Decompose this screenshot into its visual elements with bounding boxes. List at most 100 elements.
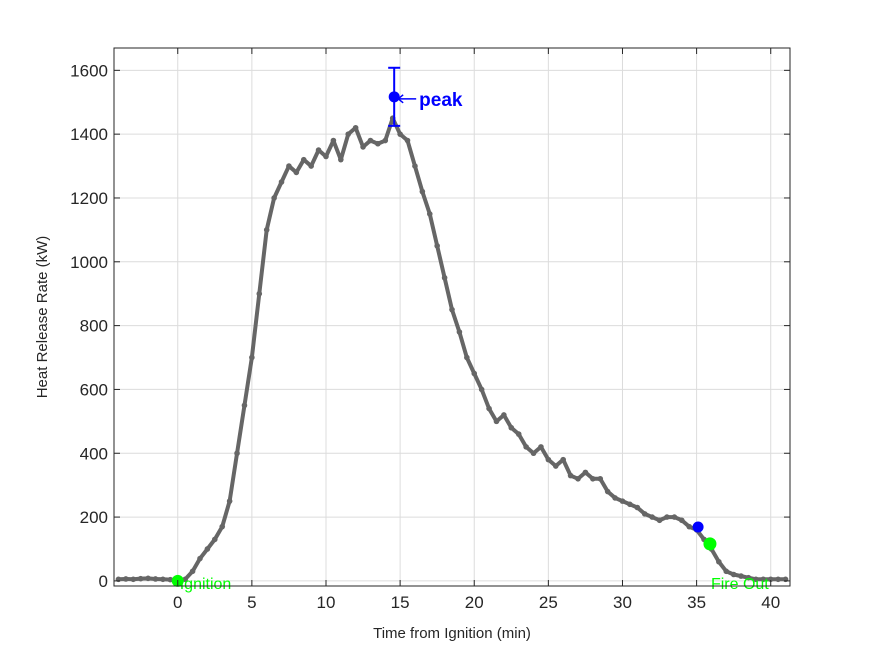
data-point — [649, 514, 655, 520]
data-point — [775, 576, 781, 583]
data-point — [678, 517, 685, 524]
data-point — [204, 546, 211, 552]
data-point — [323, 153, 329, 160]
data-point — [508, 424, 515, 431]
data-point — [256, 290, 263, 297]
data-point — [686, 523, 692, 530]
data-point — [478, 386, 485, 393]
data-point — [671, 514, 678, 520]
series-hrr — [115, 115, 789, 584]
data-point — [434, 243, 440, 249]
peak-marker — [388, 91, 400, 103]
data-point — [300, 156, 307, 163]
data-point — [271, 195, 277, 201]
data-point — [597, 475, 604, 482]
data-point — [493, 418, 500, 425]
x-tick-label: 25 — [539, 593, 558, 612]
data-point — [486, 405, 492, 412]
data-point — [641, 511, 648, 517]
data-point — [523, 444, 529, 450]
ticks: 0 5 10 15 20 25 30 35 40020040060080010001200140… — [70, 48, 790, 612]
data-point — [212, 536, 218, 543]
data-point — [397, 131, 403, 137]
data-point — [338, 156, 344, 163]
data-point — [456, 329, 463, 335]
data-point — [123, 576, 129, 582]
data-point — [745, 574, 752, 581]
data-point — [753, 576, 759, 583]
fire-out-label: Fire Out — [711, 576, 769, 593]
data-point — [501, 412, 507, 418]
data-point — [249, 354, 255, 361]
data-point — [167, 576, 174, 583]
data-point — [716, 558, 722, 565]
y-tick-label: 1200 — [70, 189, 108, 208]
data-point — [567, 472, 574, 479]
data-point — [545, 456, 552, 463]
data-point — [738, 573, 744, 579]
axes-box — [113, 47, 791, 587]
y-tick-label: 1400 — [70, 125, 108, 144]
data-point — [404, 137, 411, 144]
data-point — [145, 575, 151, 582]
data-point — [352, 124, 359, 131]
x-tick-label: 0 — [173, 593, 182, 612]
data-point — [604, 488, 611, 495]
data-point — [189, 568, 196, 575]
data-point — [656, 517, 663, 524]
data-point — [219, 523, 226, 530]
data-point — [530, 450, 537, 457]
fire-out-marker — [703, 537, 717, 551]
x-tick-label: 30 — [613, 593, 632, 612]
data-point — [160, 576, 166, 583]
x-tick-label: 40 — [761, 593, 780, 612]
x-tick-label: 35 — [687, 593, 706, 612]
data-point — [375, 140, 381, 147]
y-tick-label: 600 — [80, 380, 108, 399]
data-point — [226, 498, 233, 504]
y-tick-label: 200 — [80, 508, 108, 527]
data-point — [360, 144, 366, 150]
data-point — [560, 456, 566, 463]
data-point — [315, 147, 322, 153]
y-axis-label: Heat Release Rate (kW) — [34, 236, 51, 399]
x-axis-label: Time from Ignition (min) — [373, 625, 531, 642]
data-point — [538, 444, 544, 450]
annotations: peak Ignition Fire Out — [171, 66, 769, 593]
plot-area — [114, 48, 790, 586]
data-point — [634, 504, 641, 511]
data-point — [152, 576, 159, 582]
x-tick-label: 5 — [247, 593, 256, 612]
data-point — [308, 163, 314, 169]
data-point — [723, 568, 730, 575]
x-tick-label: 20 — [465, 593, 484, 612]
data-point — [449, 306, 455, 313]
data-point — [760, 576, 767, 583]
data-point — [197, 555, 203, 562]
y-tick-label: 400 — [80, 444, 108, 463]
data-point — [590, 475, 596, 482]
y-tick-label: 800 — [80, 317, 108, 336]
peak-arrow-head — [397, 94, 404, 104]
data-point — [552, 463, 559, 469]
ignition-label: Ignition — [180, 576, 232, 593]
data-point — [627, 501, 633, 508]
data-point — [730, 571, 737, 578]
peak-label: peak — [419, 90, 463, 111]
data-point — [278, 179, 285, 185]
x-tick-label: 10 — [317, 593, 336, 612]
data-point — [137, 575, 144, 582]
data-point — [182, 576, 188, 583]
y-tick-label: 0 — [99, 572, 108, 591]
x-tick-label: 15 — [391, 593, 410, 612]
data-point — [619, 498, 626, 504]
data-point — [263, 227, 270, 233]
data-point — [471, 370, 478, 377]
y-tick-label: 1600 — [70, 61, 108, 80]
data-point — [234, 450, 240, 457]
data-point — [515, 431, 522, 437]
data-point — [664, 514, 670, 520]
data-point — [130, 576, 137, 583]
data-point — [367, 137, 374, 144]
